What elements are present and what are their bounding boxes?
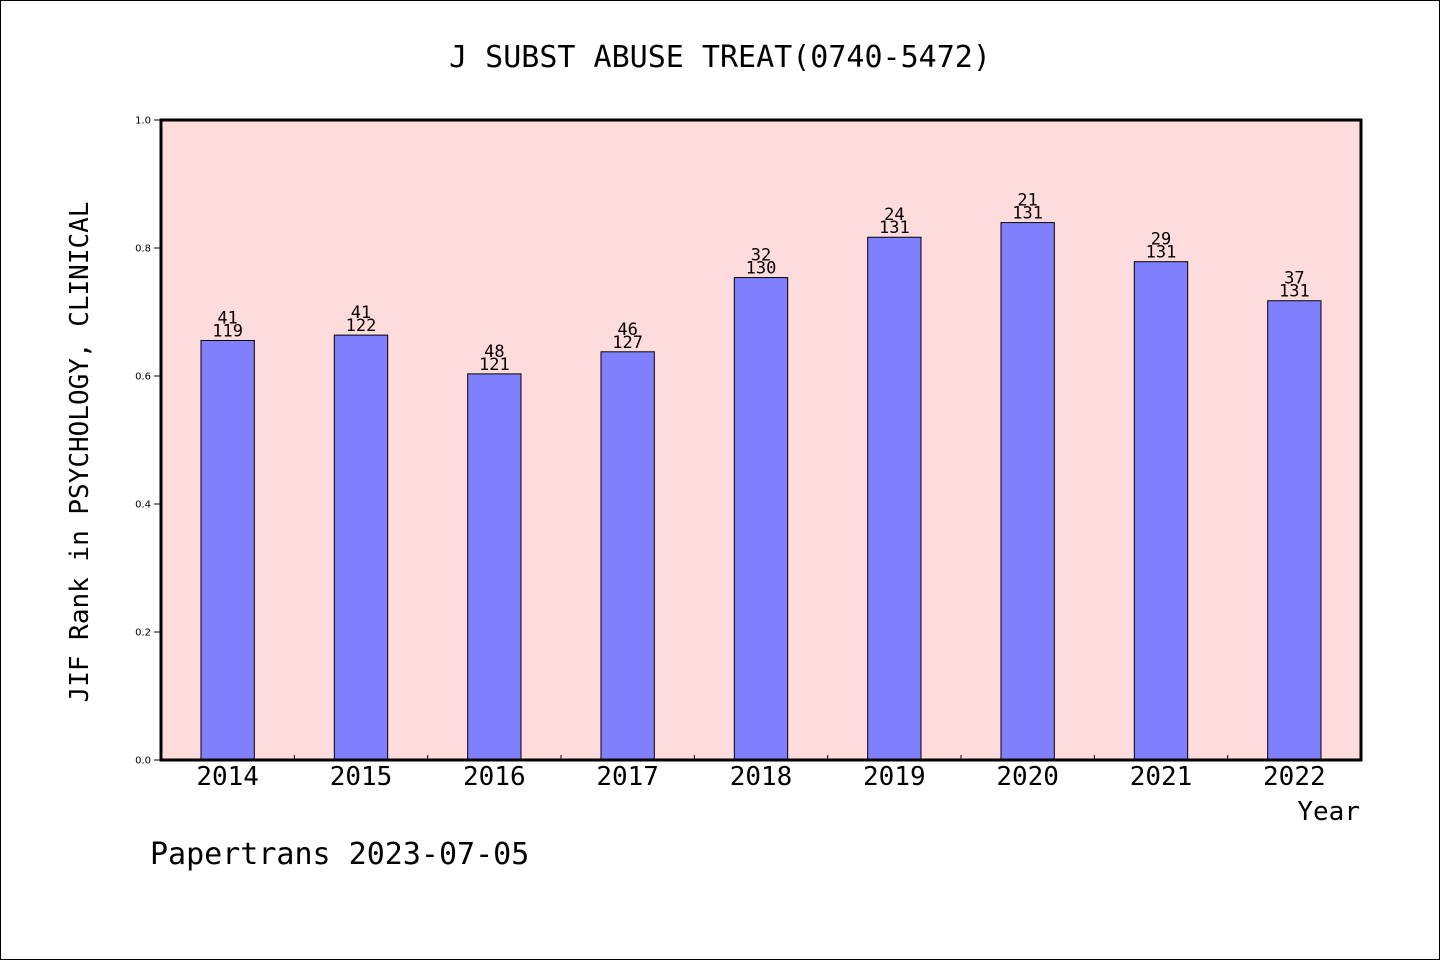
rank-label: 32 [751, 246, 771, 266]
total-label: 131 [879, 218, 910, 238]
rank-label: 46 [617, 320, 637, 340]
y-axis: 0.0 0.2 0.4 0.6 0.8 1.0 [135, 116, 161, 767]
y-tick-label: 0.2 [135, 628, 151, 639]
x-tick-label: 2015 [330, 762, 393, 792]
rank-label: 24 [884, 205, 904, 225]
y-tick-label: 1.0 [135, 116, 151, 127]
rank-label: 48 [484, 342, 504, 362]
y-tick-label: 0.0 [135, 756, 151, 767]
x-tick-label: 2022 [1263, 762, 1326, 792]
bar-2021 [1133, 261, 1189, 761]
total-label: 127 [612, 333, 643, 353]
bar-2014 [200, 339, 255, 761]
x-axis: 2014 2015 2016 2017 2018 2019 2020 2021 2022 [196, 755, 1326, 792]
y-axis-label: JIF Rank in PSYCHOLOGY, CLINICAL [65, 202, 95, 703]
x-tick-label: 2021 [1130, 762, 1193, 792]
footer-credit: Papertrans 2023-07-05 [150, 837, 529, 872]
total-label: 122 [346, 316, 377, 336]
bar-2020 [1000, 222, 1055, 761]
bar-2019 [867, 236, 922, 761]
bar-2015 [333, 334, 389, 761]
x-tick-label: 2020 [996, 762, 1059, 792]
total-label: 121 [479, 355, 510, 375]
bar-2016 [467, 373, 522, 761]
bar-2017 [600, 351, 655, 761]
x-tick-label: 2019 [863, 762, 926, 792]
bars-group [200, 222, 1322, 761]
x-tick-label: 2014 [196, 762, 259, 792]
rank-label: 29 [1151, 230, 1171, 250]
rank-label: 21 [1017, 191, 1037, 211]
total-label: 131 [1012, 204, 1043, 224]
x-tick-label: 2017 [596, 762, 659, 792]
y-tick-label: 0.4 [135, 500, 151, 511]
rank-label: 41 [217, 308, 237, 328]
y-tick-label: 0.8 [135, 244, 151, 255]
total-label: 131 [1279, 282, 1310, 302]
plot-border [159, 118, 1363, 762]
chart-title: J SUBST ABUSE TREAT(0740-5472) [449, 40, 991, 75]
total-label: 119 [212, 321, 243, 341]
x-tick-label: 2016 [463, 762, 526, 792]
bar-labels-group: 4111941122481214612732130241312113129131… [212, 191, 1309, 375]
bar-2018 [733, 277, 789, 761]
total-label: 130 [746, 259, 777, 279]
bar-2022 [1267, 300, 1322, 761]
y-tick-label: 0.6 [135, 372, 151, 383]
rank-label: 41 [351, 303, 371, 323]
x-tick-label: 2018 [730, 762, 793, 792]
rank-label: 37 [1284, 269, 1304, 289]
total-label: 131 [1146, 243, 1177, 263]
x-axis-label: Year [1297, 797, 1360, 827]
